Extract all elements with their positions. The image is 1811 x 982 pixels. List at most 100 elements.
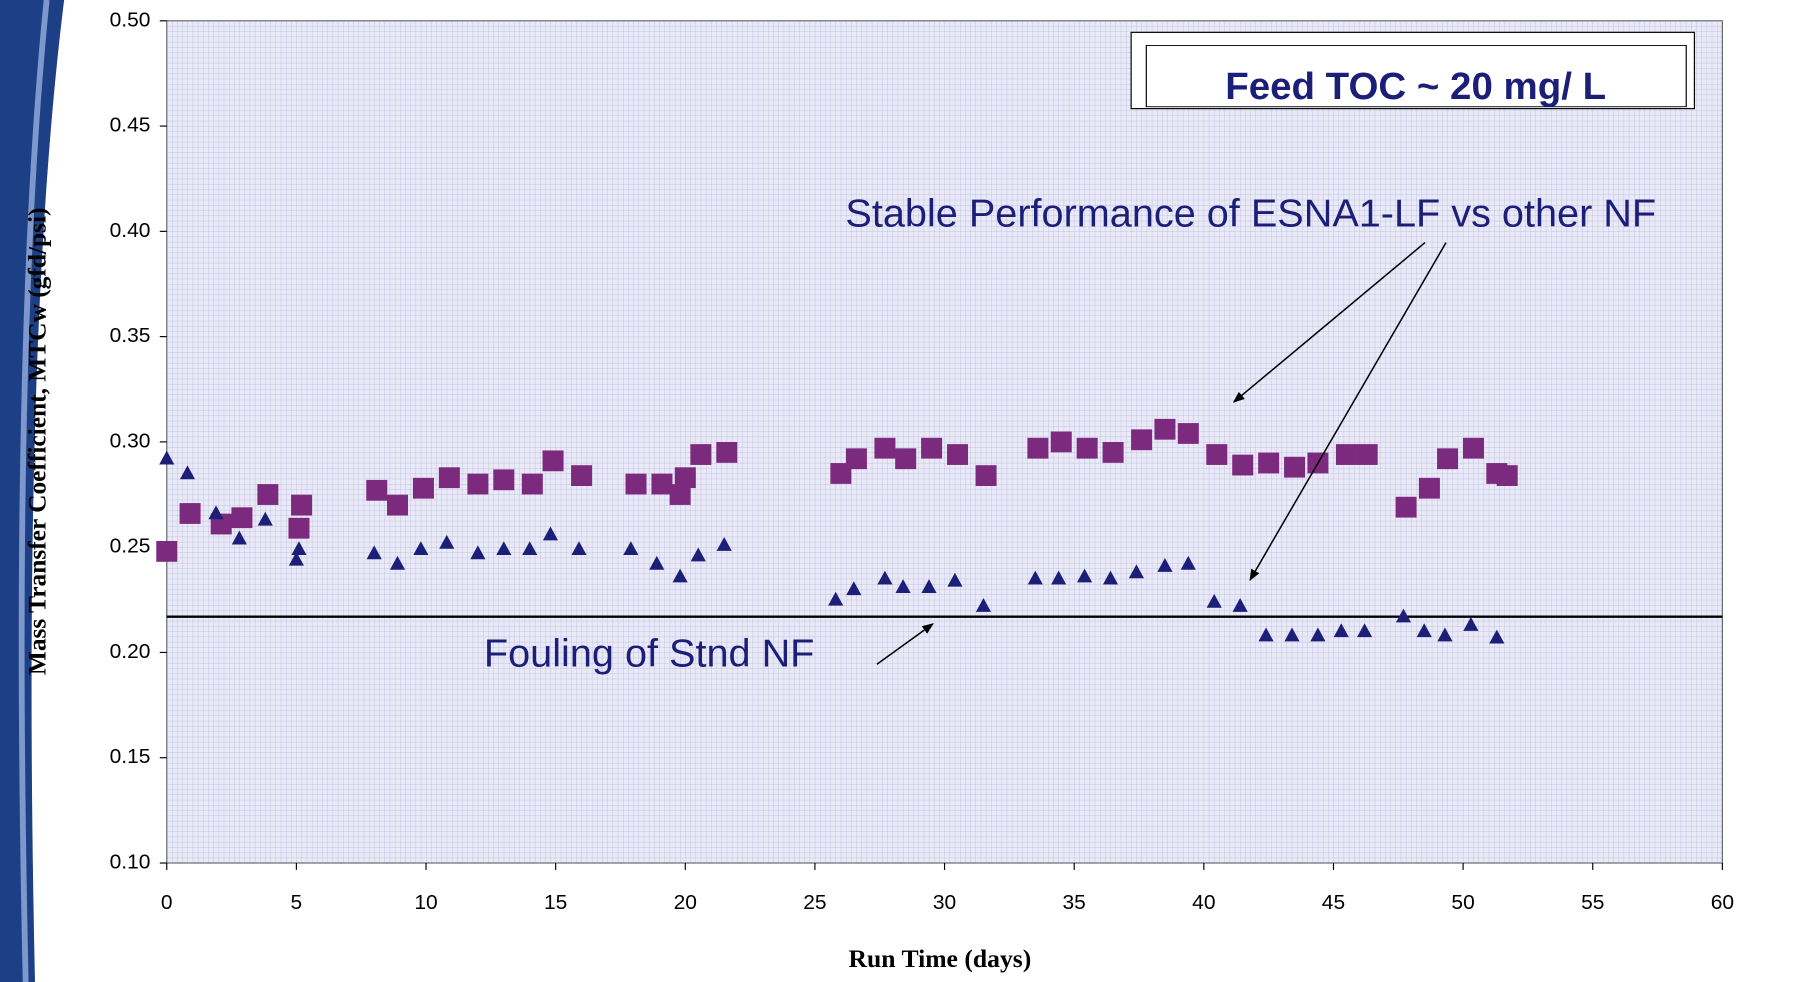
triangle-point bbox=[1076, 568, 1093, 583]
square-point bbox=[1395, 496, 1417, 518]
triangle-point bbox=[690, 547, 706, 562]
square-point bbox=[1050, 431, 1072, 453]
triangle-point bbox=[846, 581, 862, 596]
triangle-point bbox=[975, 598, 992, 612]
square-point bbox=[625, 473, 647, 495]
square-point bbox=[874, 437, 896, 459]
x-tick-label: 25 bbox=[803, 891, 826, 914]
y-tick-label: 0.40 bbox=[110, 219, 151, 242]
triangle-point bbox=[1284, 627, 1300, 642]
triangle-point bbox=[231, 530, 247, 545]
triangle-point bbox=[1310, 627, 1326, 642]
x-tick-label: 30 bbox=[933, 891, 956, 914]
x-tick-label: 0 bbox=[161, 891, 173, 914]
triangle-point bbox=[179, 465, 196, 480]
triangle-point bbox=[877, 570, 893, 585]
square-point bbox=[975, 465, 997, 486]
triangle-point bbox=[1463, 616, 1479, 631]
triangle-point bbox=[470, 545, 486, 560]
y-tick-label: 0.30 bbox=[110, 429, 151, 452]
x-tick-label: 10 bbox=[414, 891, 437, 914]
triangle-point bbox=[413, 541, 429, 556]
square-point bbox=[1284, 456, 1306, 478]
square-point bbox=[1462, 437, 1484, 459]
x-tick-label: 20 bbox=[674, 891, 697, 914]
triangle-point bbox=[288, 551, 304, 566]
triangle-point bbox=[895, 579, 911, 593]
plot-layer: 0.10 0.15 0.20 0.25 0.30 0.35 0.40 0.45 0.50 0 5 10… bbox=[110, 8, 1734, 914]
square-point bbox=[179, 503, 201, 524]
triangle-point bbox=[366, 545, 382, 560]
square-point bbox=[716, 442, 738, 463]
x-tick-label: 35 bbox=[1063, 891, 1086, 914]
triangle-point bbox=[291, 541, 307, 556]
square-point bbox=[156, 540, 178, 562]
triangle-point bbox=[496, 541, 512, 556]
left-decoration bbox=[0, 0, 65, 982]
triangle-point bbox=[716, 536, 732, 551]
square-point bbox=[1076, 437, 1098, 459]
triangle-point bbox=[1258, 627, 1274, 642]
triangle-point bbox=[1027, 570, 1043, 585]
square-point bbox=[257, 484, 279, 505]
triangle-point bbox=[1206, 593, 1222, 608]
left-decoration-stroke bbox=[18, 0, 50, 982]
x-tick-label: 15 bbox=[544, 891, 567, 914]
y-tick-label: 0.50 bbox=[110, 8, 151, 31]
square-point bbox=[1356, 444, 1378, 465]
annotation-toc: Feed TOC ~ 20 mg/ L bbox=[1225, 65, 1606, 108]
triangle-point bbox=[389, 555, 406, 570]
square-point bbox=[438, 467, 460, 489]
y-tick-label: 0.25 bbox=[110, 535, 151, 558]
square-point bbox=[651, 473, 673, 495]
triangle-point bbox=[1157, 558, 1173, 572]
annotation-fouling: Fouling of Stnd NF bbox=[484, 632, 814, 676]
triangle-point bbox=[571, 541, 587, 556]
square-point bbox=[1177, 423, 1199, 444]
y-tick-label: 0.35 bbox=[110, 324, 151, 347]
x-tick-label: 50 bbox=[1451, 891, 1474, 914]
square-point bbox=[1335, 444, 1357, 465]
square-point bbox=[669, 484, 691, 505]
triangle-point bbox=[1102, 570, 1119, 585]
square-point bbox=[387, 494, 409, 516]
y-tick-label: 0.15 bbox=[110, 745, 151, 768]
square-point bbox=[1027, 437, 1049, 459]
triangle-point bbox=[1051, 570, 1067, 585]
square-point bbox=[467, 473, 489, 495]
square-point bbox=[542, 450, 564, 472]
square-point bbox=[921, 437, 943, 459]
triangle-point bbox=[1437, 627, 1453, 642]
square-point bbox=[521, 473, 543, 495]
x-tick-label: 55 bbox=[1581, 891, 1604, 914]
arrow bbox=[1249, 242, 1447, 581]
square-point bbox=[288, 517, 310, 539]
triangle-point bbox=[1180, 555, 1196, 570]
triangle-point bbox=[649, 555, 665, 570]
triangle-point bbox=[257, 511, 273, 526]
triangle-point bbox=[439, 534, 455, 549]
square-point bbox=[1437, 448, 1459, 470]
triangle-point bbox=[623, 541, 639, 556]
y-tick-label: 0.10 bbox=[110, 851, 151, 874]
triangle-point bbox=[1416, 623, 1432, 638]
square-point bbox=[1154, 418, 1176, 440]
triangle-point bbox=[159, 450, 175, 465]
square-point bbox=[1496, 465, 1518, 486]
y-tick-label: 0.45 bbox=[110, 114, 151, 137]
x-tick-label: 60 bbox=[1711, 891, 1734, 914]
triangle-point bbox=[542, 526, 559, 541]
triangle-point bbox=[1232, 598, 1248, 612]
annotation-stable: Stable Performance of ESNA1-LF vs other … bbox=[845, 192, 1656, 236]
x-tick-label: 45 bbox=[1322, 891, 1345, 914]
square-point bbox=[1131, 429, 1153, 451]
triangle-point bbox=[1128, 564, 1145, 579]
triangle-point bbox=[1333, 623, 1349, 638]
triangle-point bbox=[1395, 608, 1412, 623]
y-tick-label: 0.20 bbox=[110, 640, 151, 663]
square-point bbox=[231, 507, 253, 529]
square-point bbox=[895, 448, 917, 470]
triangle-point bbox=[208, 505, 224, 520]
